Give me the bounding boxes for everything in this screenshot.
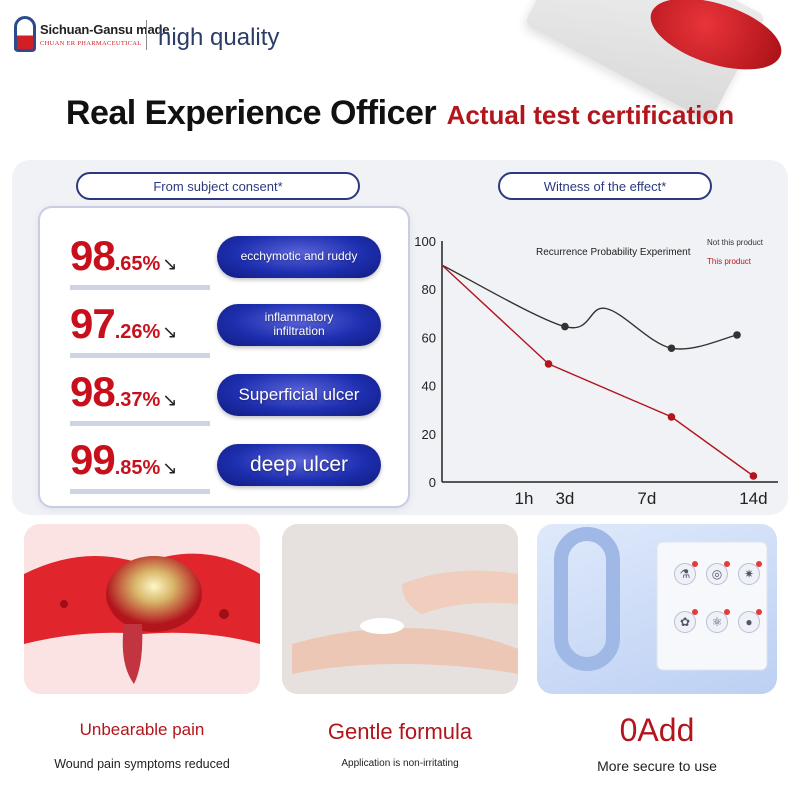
formula-card — [282, 524, 518, 694]
subject-consent-pill: From subject consent* — [76, 172, 360, 200]
stat-underline — [70, 489, 210, 494]
y-tick-label: 40 — [422, 379, 436, 394]
trend-down-icon: ↘ — [162, 458, 178, 478]
x-tick-label: 7d — [637, 489, 656, 508]
y-tick-label: 60 — [422, 330, 436, 345]
stat-row-ecchymotic: 98 .65% ↘ — [70, 232, 210, 292]
hand-cream-illustration — [282, 524, 518, 694]
stat-value-big: 98 — [70, 232, 116, 279]
series-line-0 — [441, 264, 738, 350]
trend-down-icon: ↘ — [162, 254, 178, 274]
caption-title-zero-add: 0Add — [619, 712, 695, 748]
y-tick-label: 0 — [429, 475, 436, 490]
label-inflammatory: inflammatory infiltration — [217, 304, 381, 346]
label-deep: deep ulcer — [217, 444, 381, 486]
brand-tagline: high quality — [158, 24, 280, 51]
series-point-0 — [733, 331, 741, 339]
y-tick-label: 20 — [422, 427, 436, 442]
stat-value-big: 99 — [70, 436, 116, 483]
x-tick-label: 1h — [514, 489, 533, 508]
stat-value-small: .26% — [114, 321, 161, 343]
stat-underline — [70, 285, 210, 290]
fragrance-icon: ◎ — [697, 554, 737, 594]
stat-underline — [70, 353, 210, 358]
stat-row-inflammatory: 97 .26% ↘ — [70, 300, 210, 360]
caption-sub-zero-add: More secure to use — [597, 758, 717, 774]
stat-value-small: .37% — [114, 389, 161, 411]
brand-divider — [146, 20, 147, 50]
fluorescence-icon: ✷ — [729, 554, 769, 594]
witness-effect-label: Witness of the effect* — [543, 178, 667, 194]
caption-title-formula: Gentle formula — [327, 719, 473, 744]
stat-row-superficial: 98 .37% ↘ — [70, 368, 210, 428]
y-tick-label: 100 — [414, 234, 436, 249]
stat-value-small: .65% — [114, 253, 161, 275]
witness-effect-pill: Witness of the effect* — [498, 172, 712, 200]
y-tick-label: 80 — [422, 282, 436, 297]
x-tick-label: 14d — [739, 489, 767, 508]
trend-down-icon: ↘ — [162, 322, 178, 342]
caption-sub-pain: Wound pain symptoms reduced — [54, 757, 230, 771]
hormone-icon: ✿ — [665, 602, 705, 642]
trend-down-icon: ↘ — [162, 390, 178, 410]
series-point-1 — [749, 472, 758, 480]
caption-sub-formula: Application is non-irritating — [341, 758, 459, 769]
stat-value-small: .85% — [114, 457, 161, 479]
stat-value-big: 97 — [70, 300, 116, 347]
label-superficial: Superficial ulcer — [217, 374, 381, 416]
stat-underline — [70, 421, 210, 426]
recurrence-chart: 100 80 60 40 20 0 1h 3d 7d 14d Recurrence Probabi… — [414, 234, 778, 508]
legend-not-this-product: Not this product — [707, 238, 764, 247]
series-point-0 — [667, 344, 676, 353]
brand-subtitle: CHUAN ER PHARMACEUTICAL — [40, 40, 142, 47]
pain-card — [24, 524, 260, 694]
brand-logo-icon — [14, 16, 36, 52]
subject-consent-label: From subject consent* — [153, 178, 283, 194]
series-point-1 — [544, 360, 553, 368]
bubbles-icon: ● — [729, 602, 769, 642]
stat-row-deep: 99 .85% ↘ — [70, 436, 210, 496]
molecule-icon: ⚛ — [697, 602, 737, 642]
series-point-0 — [561, 322, 569, 331]
chart-title: Recurrence Probability Experiment — [536, 247, 691, 258]
legend-this-product: This product — [707, 257, 752, 266]
x-tick-label: 3d — [555, 489, 574, 508]
zero-add-card: ⚗ ◎ ✷ ✿ ⚛ ● — [537, 524, 777, 694]
brand-name: Sichuan-Gansu made — [40, 22, 170, 37]
headline-sub: Actual test certification — [446, 100, 735, 130]
caption-title-pain: Unbearable pain — [79, 720, 205, 739]
series-line-1 — [441, 264, 754, 477]
series-point-1 — [667, 413, 676, 421]
headline-main: Real Experience Officer — [65, 94, 437, 132]
headline: Real Experience Officer Actual test cert… — [0, 94, 800, 133]
stat-value-big: 98 — [70, 368, 116, 415]
label-ecchymotic: ecchymotic and ruddy — [217, 236, 381, 278]
flask-icon: ⚗ — [665, 554, 705, 594]
wound-illustration — [24, 524, 260, 694]
